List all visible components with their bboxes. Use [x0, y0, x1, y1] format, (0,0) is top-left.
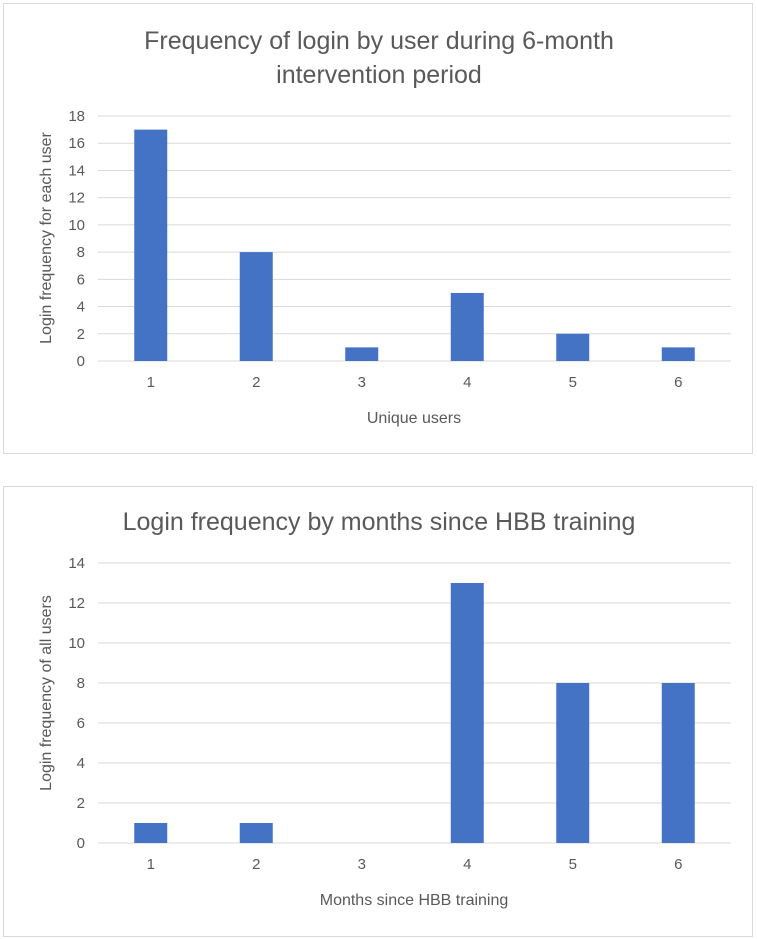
x-tick-label: 5 [569, 374, 577, 391]
y-tick-label: 16 [68, 135, 85, 152]
y-tick-label: 0 [77, 353, 85, 370]
chart-title-line-1: Frequency of login by user during 6-mont… [144, 27, 614, 55]
y-tick-label: 6 [77, 715, 85, 732]
y-axis-title: Login frequency of all users [38, 595, 55, 791]
y-tick-label: 14 [68, 555, 85, 572]
x-tick-label: 3 [358, 374, 366, 391]
y-tick-label: 12 [68, 595, 85, 612]
x-tick-label: 5 [569, 856, 577, 873]
y-tick-label: 8 [77, 244, 85, 261]
x-tick-label: 3 [358, 856, 366, 873]
x-tick-label: 2 [252, 374, 260, 391]
bar-6 [661, 347, 695, 361]
chart-title-line-2: intervention period [276, 61, 482, 89]
bar-4 [450, 583, 484, 843]
x-tick-label: 4 [463, 856, 471, 873]
y-tick-label: 4 [77, 299, 85, 316]
y-tick-label: 6 [77, 271, 85, 288]
x-axis-title: Unique users [367, 410, 461, 427]
y-tick-label: 4 [77, 755, 85, 772]
chart-login-by-user: Frequency of login by user during 6-mont… [38, 27, 731, 427]
x-axis-title: Months since HBB training [320, 892, 509, 909]
bar-5 [556, 333, 590, 361]
y-tick-label: 14 [68, 162, 85, 179]
bar-3 [345, 347, 379, 361]
bar-4 [450, 292, 484, 361]
x-tick-label: 1 [147, 856, 155, 873]
bar-2 [239, 252, 273, 361]
bar-6 [661, 683, 695, 843]
x-tick-label: 1 [147, 374, 155, 391]
y-tick-label: 12 [68, 190, 85, 207]
y-tick-label: 0 [77, 835, 85, 852]
x-tick-label: 6 [674, 374, 682, 391]
bar-1 [134, 129, 168, 361]
y-tick-label: 10 [68, 635, 85, 652]
chart-login-by-month: Login frequency by months since HBB trai… [38, 508, 731, 909]
y-axis-title: Login frequency for each user [38, 131, 55, 343]
chart-panel-login-by-user: Frequency of login by user during 6-mont… [3, 3, 753, 454]
x-tick-label: 2 [252, 856, 260, 873]
y-tick-label: 10 [68, 217, 85, 234]
bar-2 [239, 823, 273, 843]
bar-1 [134, 823, 168, 843]
y-tick-label: 8 [77, 675, 85, 692]
y-tick-label: 2 [77, 795, 85, 812]
y-tick-label: 18 [68, 108, 85, 125]
x-tick-label: 6 [674, 856, 682, 873]
bar-5 [556, 683, 590, 843]
y-tick-label: 2 [77, 326, 85, 343]
chart-title-line-1: Login frequency by months since HBB trai… [123, 508, 636, 536]
chart-panel-login-by-month: Login frequency by months since HBB trai… [3, 486, 753, 937]
x-tick-label: 4 [463, 374, 471, 391]
